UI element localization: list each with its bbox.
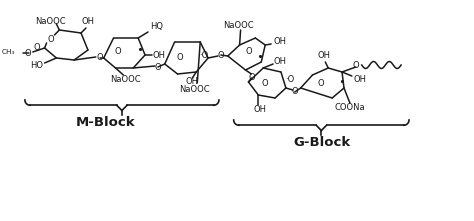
Text: O: O bbox=[33, 44, 40, 53]
Text: CH₃: CH₃ bbox=[2, 49, 15, 55]
Text: NaOOC: NaOOC bbox=[110, 76, 141, 84]
Text: OH: OH bbox=[318, 51, 331, 61]
Text: O: O bbox=[292, 88, 298, 97]
Text: ·O: ·O bbox=[200, 51, 209, 59]
Text: OH: OH bbox=[273, 57, 286, 67]
Text: ·O: ·O bbox=[285, 76, 294, 84]
Text: COONa: COONa bbox=[335, 103, 365, 112]
Text: OH: OH bbox=[254, 105, 267, 114]
Text: OH: OH bbox=[354, 76, 367, 84]
Text: O: O bbox=[176, 53, 183, 61]
Text: OH: OH bbox=[82, 17, 94, 27]
Text: O: O bbox=[245, 48, 252, 57]
Text: O: O bbox=[317, 80, 324, 88]
Text: OH: OH bbox=[186, 78, 199, 86]
Text: O: O bbox=[47, 34, 54, 44]
Text: NaOOC: NaOOC bbox=[179, 86, 210, 95]
Text: O: O bbox=[25, 48, 31, 57]
Text: O: O bbox=[96, 53, 103, 63]
Text: O: O bbox=[262, 78, 269, 88]
Text: O: O bbox=[248, 74, 255, 82]
Text: O: O bbox=[353, 61, 359, 69]
Text: O: O bbox=[155, 63, 161, 72]
Text: HO: HO bbox=[30, 61, 43, 69]
Text: HQ: HQ bbox=[150, 23, 163, 32]
Text: O: O bbox=[114, 46, 121, 55]
Text: NaOOC: NaOOC bbox=[223, 21, 254, 29]
Text: OH: OH bbox=[153, 51, 166, 59]
Text: G-Block: G-Block bbox=[294, 137, 351, 149]
Text: O: O bbox=[218, 51, 224, 59]
Text: NaOOC: NaOOC bbox=[35, 17, 66, 27]
Text: OH: OH bbox=[273, 38, 286, 46]
Text: M-Block: M-Block bbox=[76, 116, 136, 130]
